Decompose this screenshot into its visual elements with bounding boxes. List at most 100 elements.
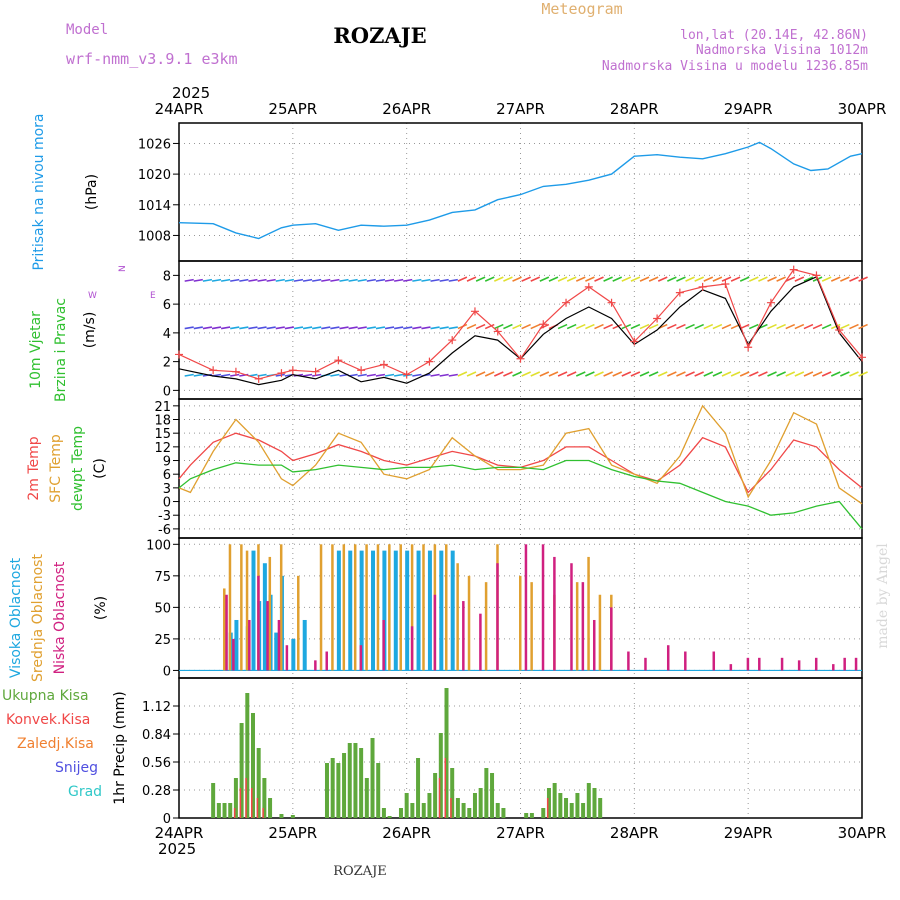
precip-bar — [290, 815, 295, 818]
compass-e: E — [150, 291, 156, 301]
y-tick-label: 1014 — [138, 199, 171, 214]
gust-marker — [470, 307, 479, 316]
precip-bar — [472, 793, 477, 818]
wind-barb — [785, 276, 796, 282]
wind-barb — [776, 371, 786, 377]
gust-marker — [402, 370, 411, 379]
day-label-top: 27APR — [496, 100, 545, 118]
cloud-bar-low — [248, 619, 251, 671]
credit-text: made by Angel — [875, 543, 891, 649]
wind-barb — [721, 323, 732, 330]
y-tick-label: 1008 — [138, 229, 171, 244]
wind-barb — [403, 326, 413, 330]
wind-barb — [603, 371, 613, 377]
precip-bar — [592, 788, 597, 818]
cloud-bar-low — [832, 664, 835, 671]
wind-barb — [657, 276, 668, 282]
wind-barb — [603, 323, 613, 330]
wind-barb — [321, 326, 331, 330]
precip-bar — [245, 693, 250, 818]
cloud-bar-low — [666, 645, 670, 671]
day-label-top: 29APR — [724, 100, 773, 118]
wind-barb — [521, 276, 531, 282]
cloud-bar-low — [712, 651, 716, 671]
wind-barb — [466, 276, 477, 282]
gust-marker — [653, 314, 662, 323]
cloud-bar-mid — [484, 582, 488, 671]
wind-barb — [202, 326, 213, 330]
precip-bar — [490, 773, 495, 818]
wind-barb — [803, 323, 814, 330]
gust-marker — [175, 350, 183, 359]
y-tick-label: 3 — [163, 482, 171, 497]
gust-marker — [288, 366, 297, 375]
precip-bar — [410, 803, 415, 818]
precip-bar — [250, 713, 255, 818]
cloud-bar-low — [257, 575, 260, 671]
cloud-bar-high — [262, 563, 267, 671]
wind-barb — [448, 278, 458, 282]
wind-barb — [257, 326, 267, 330]
gust-marker — [698, 282, 707, 291]
precip-bar — [558, 793, 563, 818]
wind-barb — [293, 326, 304, 330]
temp-series-2m — [178, 432, 863, 494]
pressure-unit: (hPa) — [84, 174, 100, 210]
wind-barb — [767, 371, 777, 377]
wind-barb — [184, 373, 194, 377]
precip-bar — [233, 778, 238, 818]
cloud-bar-low — [382, 619, 385, 671]
wind-barb — [585, 371, 595, 377]
cloud-bar-mid — [365, 544, 368, 671]
cloud-bar-low — [814, 657, 818, 671]
wind-barb — [348, 278, 358, 282]
y-tick-label: 1026 — [138, 137, 171, 152]
precip-bar — [376, 763, 381, 818]
cloud-bar-high — [393, 550, 398, 671]
day-label-top: 24APR — [155, 100, 204, 118]
wind-barb — [830, 371, 841, 377]
wind-barb — [776, 323, 786, 330]
cloud-bar-low — [225, 594, 228, 671]
wind-barb — [694, 276, 704, 282]
cloud-bar-low — [433, 594, 437, 671]
wind-barb — [621, 276, 632, 282]
temp-series-sfc — [178, 404, 863, 505]
wind-barb — [302, 278, 313, 282]
wind-barb — [585, 323, 595, 330]
precip-bar — [342, 753, 347, 818]
precip-bar — [495, 803, 500, 818]
wind-barb — [493, 276, 504, 282]
wind-barb — [394, 373, 404, 377]
precip-bar — [211, 783, 216, 818]
wind-barb — [730, 276, 741, 282]
cloud-bar-high — [348, 550, 353, 671]
wind-barb — [748, 371, 759, 377]
cloud-bar-high — [274, 632, 279, 671]
cloud-bar-low — [359, 645, 363, 671]
wind-barb — [557, 371, 568, 377]
wind-barb — [339, 278, 349, 282]
precip-bar — [370, 738, 375, 818]
precip-conv-bar — [239, 788, 242, 818]
wind-barb — [239, 278, 249, 282]
wind-barb — [302, 326, 313, 330]
wind-barb — [293, 278, 304, 282]
wind-barb — [858, 276, 868, 282]
pressure-ylabel: Pritisak na nivou mora — [31, 113, 47, 270]
precip-bar — [541, 808, 546, 818]
precip-bar — [461, 803, 466, 818]
precip-conv-bar — [438, 778, 441, 818]
precip-bar — [398, 808, 403, 818]
y-tick-label: -3 — [158, 509, 171, 524]
gust-marker — [231, 367, 240, 376]
pressure-series — [178, 141, 863, 240]
wind-barb — [712, 371, 723, 377]
wind-barb — [840, 371, 850, 377]
wind-barb — [275, 278, 285, 282]
wind-barb — [339, 326, 349, 330]
gust-marker — [675, 288, 684, 297]
precip-conv-bar — [245, 778, 247, 818]
y-tick-label: 0.28 — [142, 784, 171, 799]
precip-bar — [262, 778, 267, 818]
